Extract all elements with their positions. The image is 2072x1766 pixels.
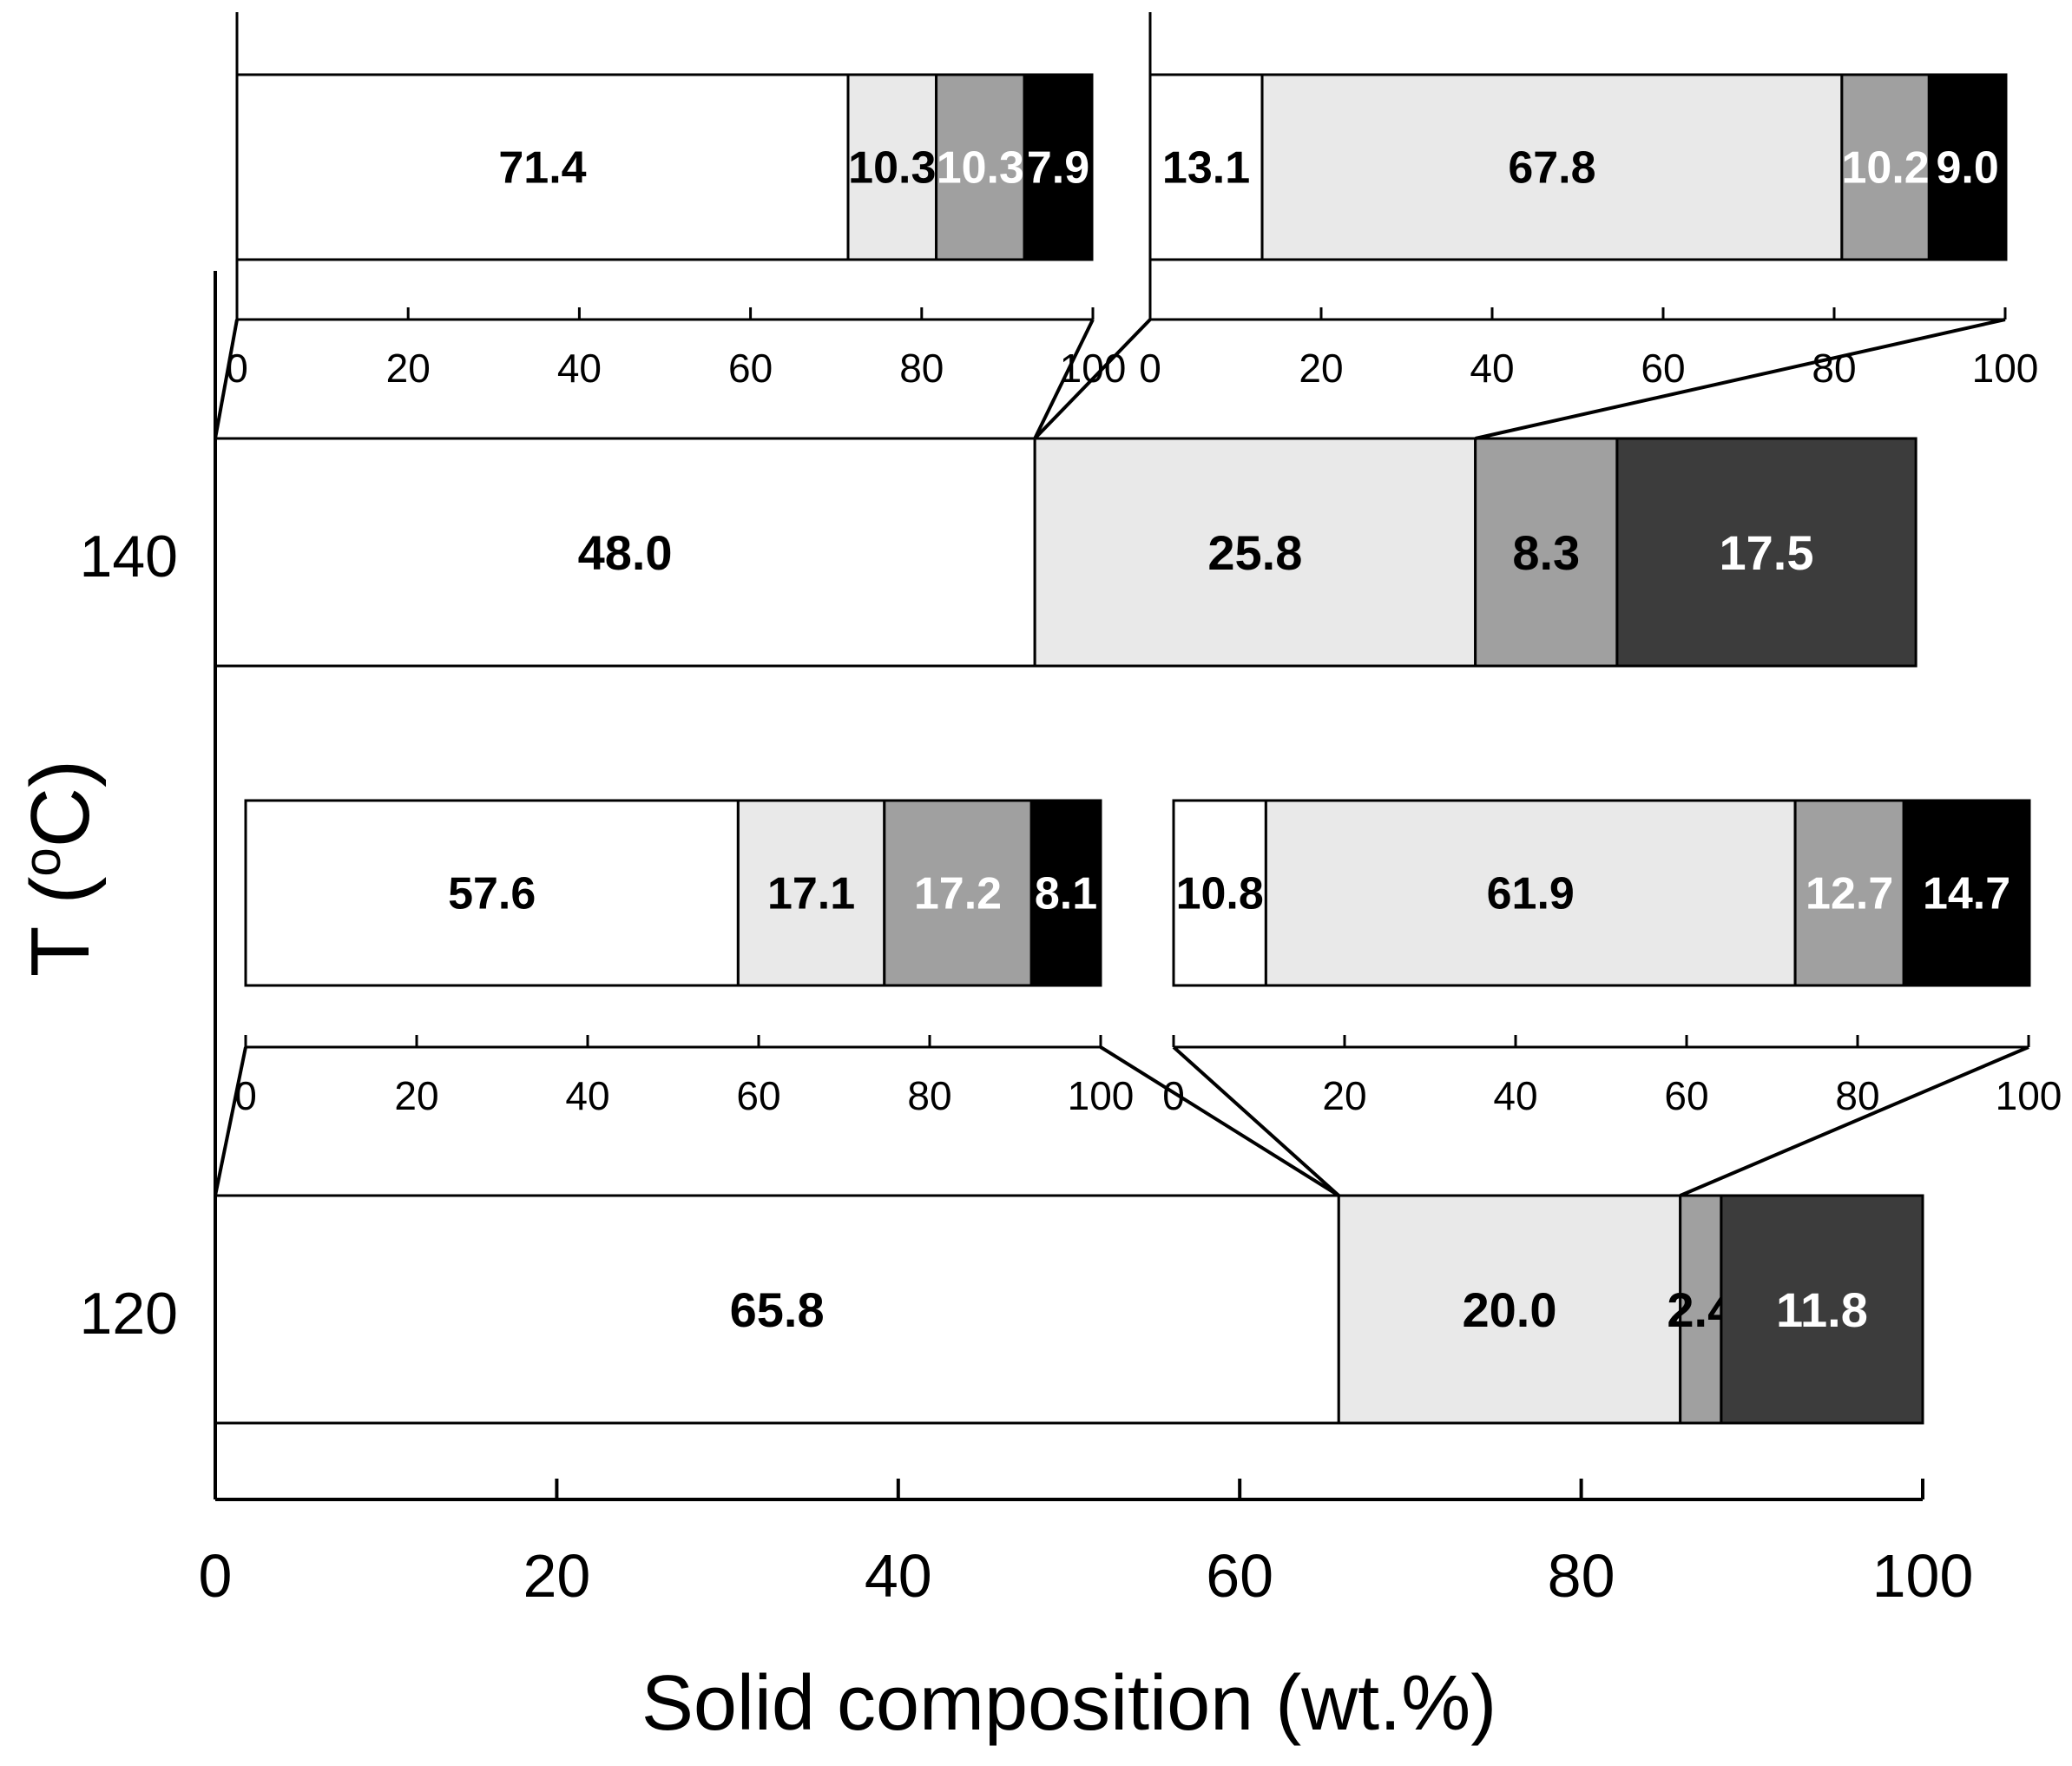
data-label: 20.0: [1462, 1282, 1556, 1337]
inset-data-label: 67.8: [1508, 143, 1595, 194]
inset-x-tick-label: 0: [1139, 346, 1161, 391]
x-tick-label: 40: [865, 1542, 932, 1610]
x-axis-title: Solid composition (wt.%): [641, 1660, 1496, 1747]
inset-data-label: 14.7: [1923, 869, 2010, 919]
y-axis-title: T (oC): [13, 760, 108, 977]
inset-x-tick-label: 80: [907, 1073, 951, 1118]
inset-data-label: 10.3: [848, 143, 936, 194]
inset-data-label: 10.3: [937, 143, 1024, 194]
inset-bar-segment: [736, 799, 886, 987]
inset-data-label: 10.2: [1841, 143, 1929, 194]
data-label: 17.5: [1720, 525, 1814, 580]
inset-bar-segment: [846, 73, 938, 261]
inset-x-tick-label: 0: [1162, 1073, 1185, 1118]
inset-x-tick-label: 80: [1812, 346, 1856, 391]
data-label: 48.0: [578, 525, 673, 580]
inset-data-label: 17.2: [914, 869, 1002, 919]
zoom-connector: [1099, 1045, 1340, 1197]
inset-x-tick-label: 40: [1470, 346, 1514, 391]
inset-x-tick-label: 20: [1322, 1073, 1366, 1118]
inset-bar-segment: [1927, 73, 2008, 261]
inset-bar-segment: [1793, 799, 1905, 987]
inset-x-tick-label: 60: [728, 346, 773, 391]
inset-x-tick-label: 80: [899, 346, 944, 391]
inset-bar-segment: [1148, 73, 1264, 261]
inset-data-label: 7.9: [1027, 143, 1089, 194]
category-label: 120: [80, 1281, 178, 1347]
zoom-connector: [1033, 318, 1152, 440]
data-label: 65.8: [730, 1282, 825, 1337]
inset-140-right: 13.1 67.8 10.2 9.0 0 20 40 60 80 100: [1033, 12, 2039, 440]
bar-segment: [1615, 437, 1917, 668]
y-axis-title-prefix: T (: [14, 877, 107, 978]
zoom-connector: [214, 1046, 247, 1196]
inset-x-tick-label: 100: [1996, 1073, 2062, 1118]
data-label: 11.8: [1776, 1282, 1868, 1337]
bar-segment: [1720, 1194, 1924, 1425]
inset-x-tick-label: 20: [386, 346, 431, 391]
zoom-connector: [214, 319, 239, 439]
y-axis-title-suffix: C): [14, 760, 107, 847]
inset-bar-segment: [1023, 73, 1094, 261]
inset-data-label: 57.6: [448, 869, 536, 919]
inset-data-label: 9.0: [1937, 143, 1999, 194]
inset-data-label: 10.8: [1176, 869, 1264, 919]
inset-x-tick-label: 60: [1664, 1073, 1708, 1118]
x-tick-label: 0: [199, 1542, 233, 1610]
inset-bar-segment: [235, 73, 850, 261]
inset-data-label: 13.1: [1162, 143, 1250, 194]
bar-segment: [1033, 437, 1477, 668]
zoom-connector: [1679, 1045, 2029, 1197]
category-label: 140: [80, 524, 178, 590]
inset-x-tick-label: 20: [394, 1073, 438, 1118]
inset-x-tick-label: 20: [1299, 346, 1343, 391]
data-label: 8.3: [1512, 525, 1580, 580]
inset-140-left: 71.4 10.3 10.3 7.90 20 40 60 80 100: [214, 12, 1126, 439]
data-label: 25.8: [1207, 525, 1302, 580]
y-axis-title-degree: o: [13, 847, 71, 876]
inset-bar-segment: [1172, 799, 1267, 987]
zoom-connector: [1172, 1045, 1340, 1197]
inset-x-tick-label: 40: [565, 1073, 609, 1118]
bar-segment: [214, 437, 1036, 668]
inset-data-label: 17.1: [767, 869, 855, 919]
inset-bar-segment: [935, 73, 1026, 261]
x-tick-label: 100: [1872, 1542, 1974, 1610]
inset-x-tick-label: 40: [1493, 1073, 1537, 1118]
inset-bar-segment: [1260, 73, 1844, 261]
inset-bar-segment: [883, 799, 1033, 987]
inset-data-label: 8.1: [1035, 869, 1097, 919]
bar-segment: [214, 1194, 1340, 1425]
inset-bar-segment: [1264, 799, 1797, 987]
zoom-connector: [1033, 319, 1095, 439]
inset-bar-segment: [1840, 73, 1931, 261]
inset-data-label: 61.9: [1487, 869, 1575, 919]
bar-140: 48.0 25.8 8.3 17.5: [214, 437, 1917, 668]
inset-x-tick-label: 60: [1641, 346, 1685, 391]
inset-x-tick-label: 60: [736, 1073, 780, 1118]
bar-segment: [1474, 437, 1619, 668]
x-tick-label: 20: [523, 1542, 590, 1610]
bar-120: 65.8 20.0 2.4 11.8: [214, 1194, 1924, 1425]
inset-x-tick-label: 40: [557, 346, 602, 391]
inset-x-tick-label: 100: [1972, 346, 2039, 391]
inset-data-label: 71.4: [498, 143, 586, 194]
inset-120-right: 10.8 61.9 12.7 14.7 0 20 40 60 80 100: [1162, 799, 2062, 1197]
bar-segment: [1337, 1194, 1682, 1425]
x-tick-label: 80: [1548, 1542, 1615, 1610]
inset-bar-segment: [1902, 799, 2031, 987]
inset-x-tick-label: 100: [1068, 1073, 1135, 1118]
inset-bar-segment: [1029, 799, 1102, 987]
zoom-connector: [1475, 318, 2006, 440]
x-tick-label: 60: [1206, 1542, 1273, 1610]
bar-segment: [1679, 1194, 1723, 1425]
inset-bar-segment: [244, 799, 740, 987]
inset-120-left: 57.6 17.1 17.2 8.1 0 20 40 60 80 100: [214, 799, 1340, 1197]
inset-x-tick-label: 80: [1835, 1073, 1879, 1118]
inset-data-label: 12.7: [1806, 869, 1893, 919]
